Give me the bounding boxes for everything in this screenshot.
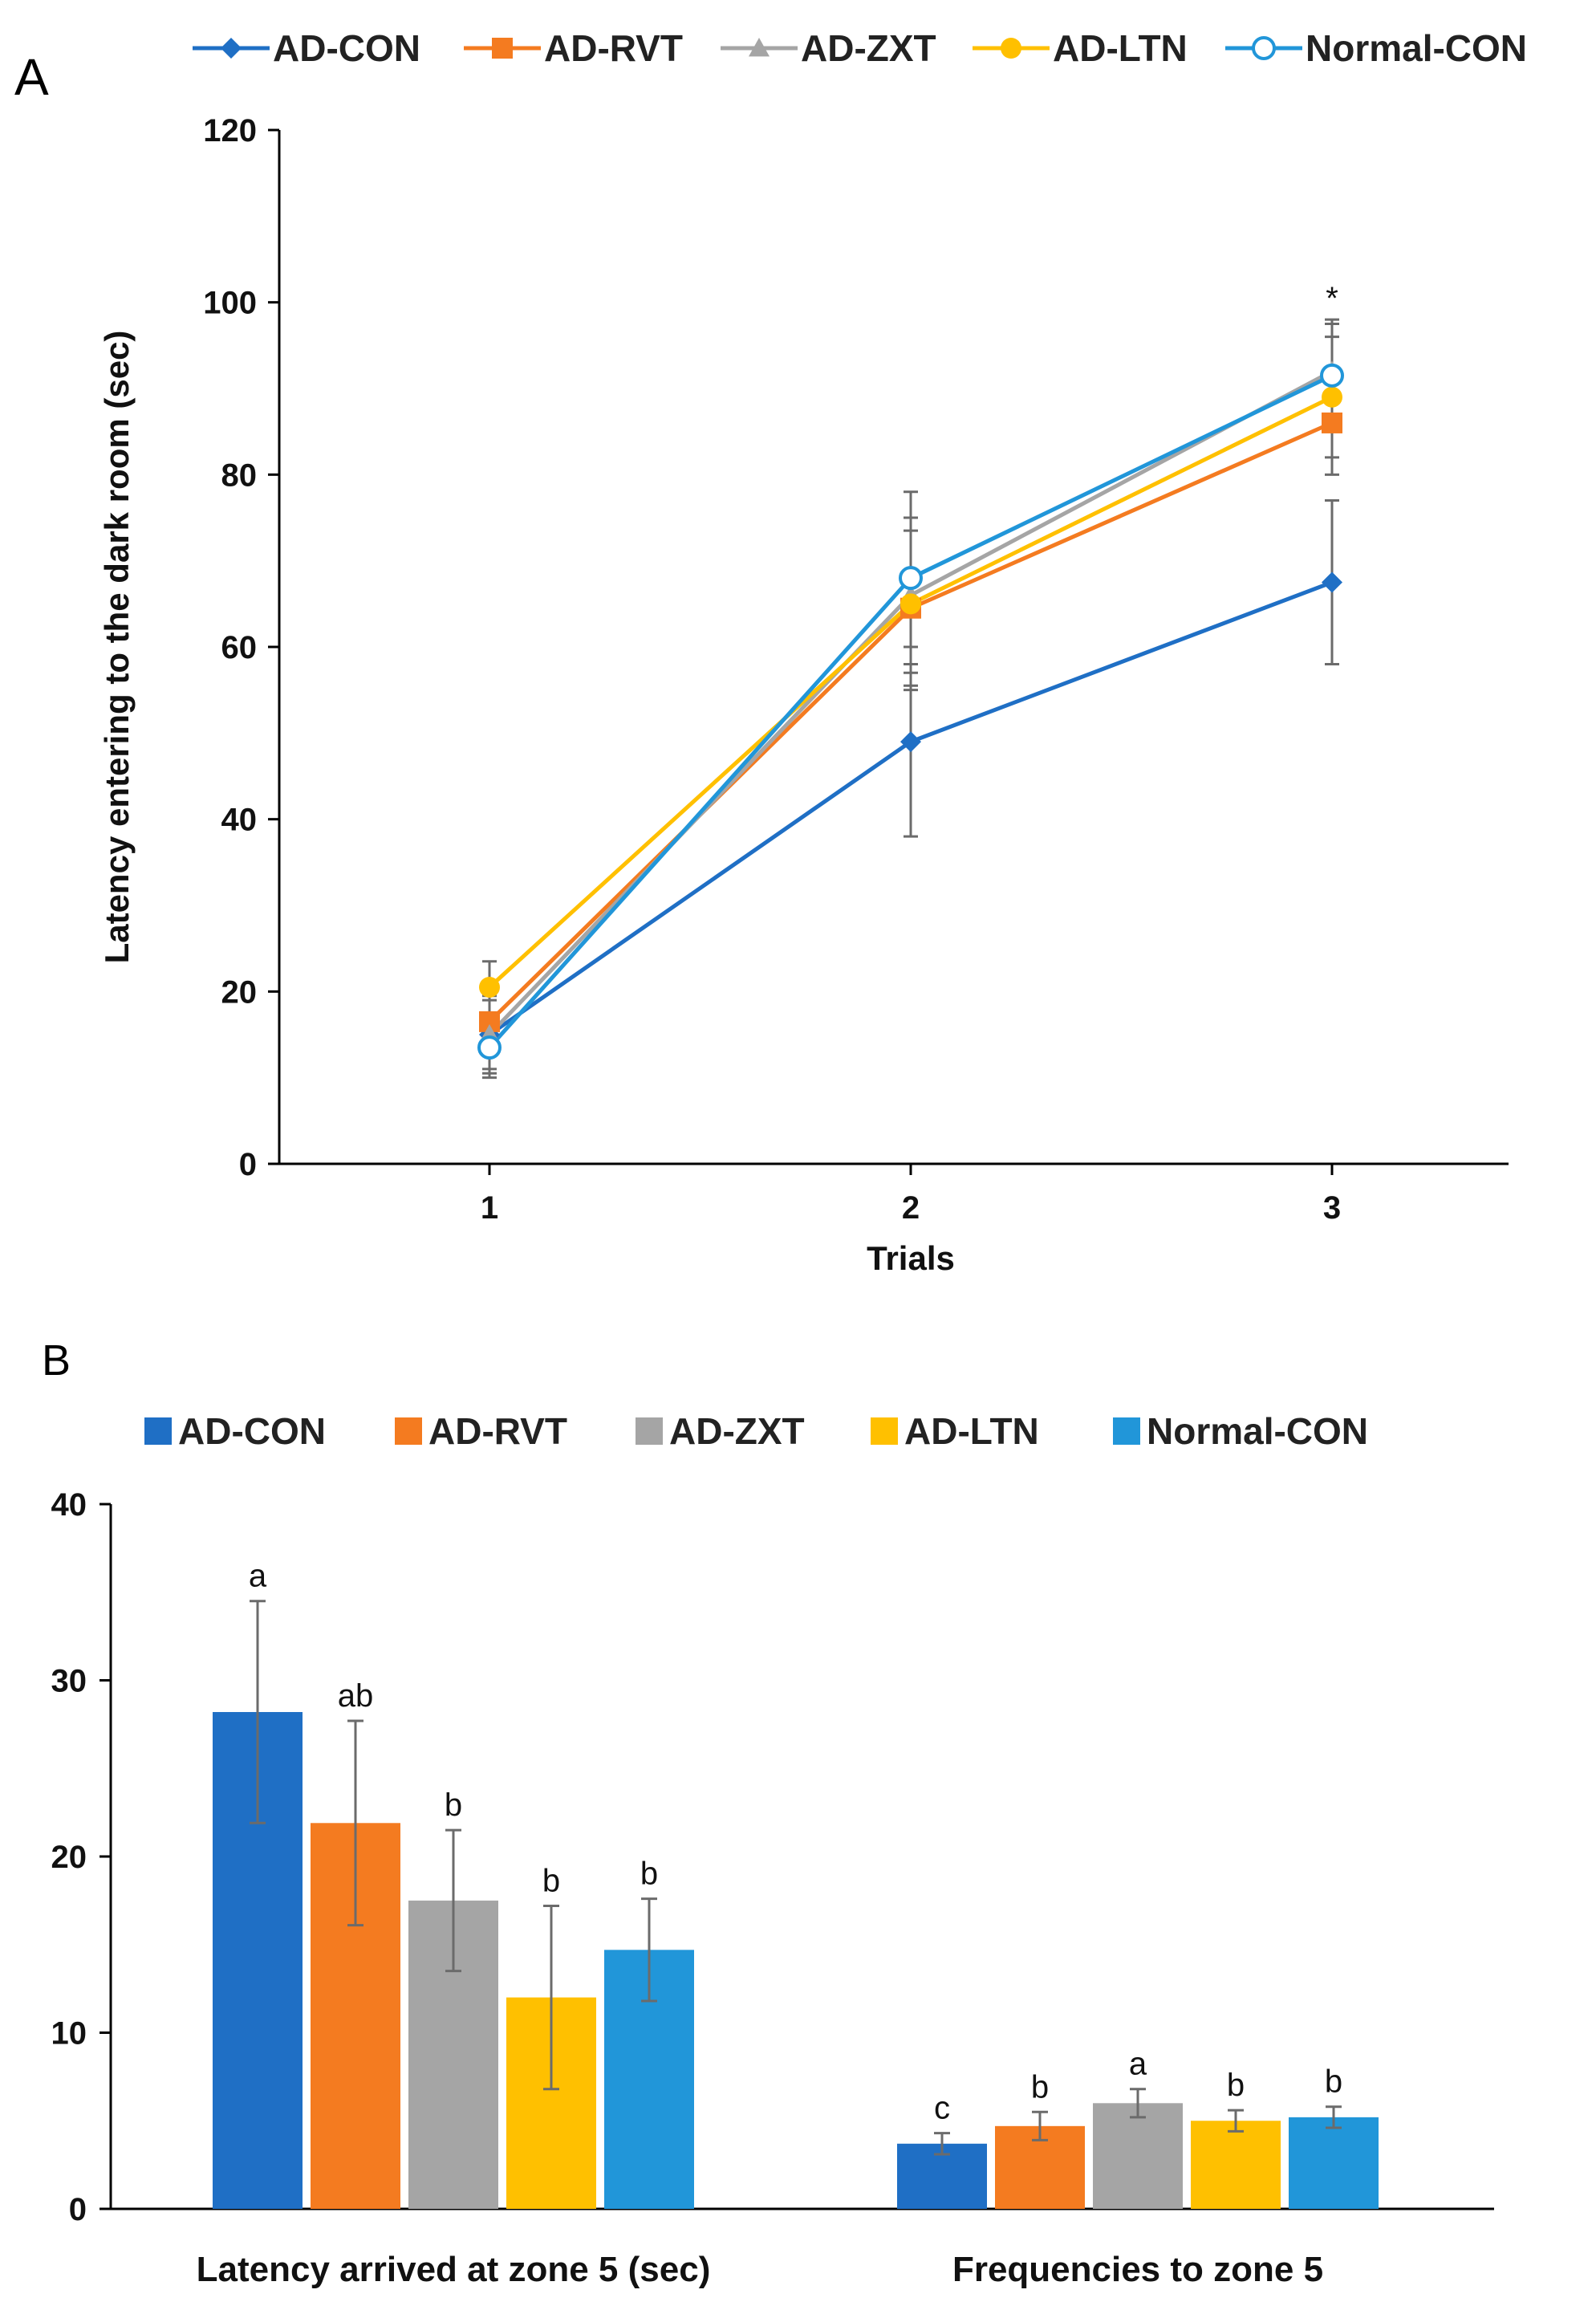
panel-a-point-ad-con (1322, 571, 1342, 593)
panel-b-significance-label: b (640, 1857, 658, 1892)
panel-a-x-tick-label: 3 (1323, 1190, 1341, 1226)
panel-b-bar-ad-zxt (1093, 2103, 1183, 2209)
panel-b-axes: 0 10 20 30 40 Latency arrived at zone 5 (sec)… (51, 1487, 1494, 2289)
panel-a-y-tick-label: 80 (221, 458, 258, 493)
panel-b-significance-label: ab (338, 1678, 374, 1714)
panel-b-significance-label: b (542, 1863, 560, 1898)
panel-b-legend-label-normal-con: Normal-CON (1147, 1410, 1368, 1452)
panel-b-legend-label-ad-con: AD-CON (178, 1410, 326, 1452)
panel-b-significance-label: b (1325, 2064, 1342, 2100)
panel-a-series (477, 318, 1344, 1080)
panel-b-legend-label-ad-rvt: AD-RVT (428, 1410, 567, 1452)
panel-b-significance-label: a (1129, 2047, 1147, 2082)
panel-a-y-axis-title: Latency entering to the dark room (sec) (98, 331, 136, 964)
panel-a-legend-label-ad-zxt: AD-ZXT (801, 27, 936, 69)
panel-a-legend-marker-ad-zxt (749, 38, 770, 57)
panel-b-letter: B (42, 1336, 71, 1385)
panel-b-legend-swatch-ad-ltn (871, 1417, 898, 1445)
panel-b-legend-swatch-ad-rvt (395, 1417, 422, 1445)
panel-b-y-tick-label: 0 (69, 2192, 87, 2227)
panel-a-legend-label-ad-ltn: AD-LTN (1053, 27, 1188, 69)
panel-b-significance-label: b (1227, 2068, 1245, 2103)
panel-a-y-tick-label: 20 (221, 974, 258, 1010)
panel-a-point-ad-ltn (900, 593, 921, 615)
panel-a-point-normal-con (477, 1035, 502, 1060)
panel-b-significance-label: b (445, 1787, 462, 1823)
panel-a-y-tick-label: 0 (239, 1147, 257, 1182)
panel-b-legend-swatch-ad-con (144, 1417, 172, 1445)
panel-b-bar-ad-ltn (1191, 2121, 1281, 2209)
panel-a-y-tick-label: 120 (203, 113, 257, 148)
panel-a-point-ad-rvt (1322, 412, 1342, 433)
panel-a-axes: 0 20 40 60 80 100 120 1 2 3 (203, 113, 1509, 1226)
panel-a-line-chart: A AD-CON AD-RVT AD-ZXT AD-LTN Normal-CON 0 20… (14, 27, 1527, 1277)
panel-b-legend-label-ad-ltn: AD-LTN (904, 1410, 1039, 1452)
panel-a-point-ad-ltn (1322, 386, 1342, 408)
panel-a-legend-label-normal-con: Normal-CON (1306, 27, 1527, 69)
panel-a-legend-label-ad-rvt: AD-RVT (544, 27, 683, 69)
panel-b-category-label: Latency arrived at zone 5 (sec) (197, 2250, 711, 2289)
panel-b-y-tick-label: 10 (51, 2016, 87, 2052)
panel-b-legend-label-ad-zxt: AD-ZXT (669, 1410, 805, 1452)
panel-b-category-label: Frequencies to zone 5 (952, 2250, 1323, 2289)
panel-a-legend: AD-CON AD-RVT AD-ZXT AD-LTN Normal-CON (193, 27, 1527, 69)
panel-b-significance-label: c (934, 2091, 950, 2126)
panel-b-bar-chart: B AD-CON AD-RVT AD-ZXT AD-LTN Normal-CON 0 10… (42, 1336, 1494, 2289)
panel-a-significance-annotation: * (1326, 281, 1338, 316)
panel-a-letter: A (14, 48, 49, 106)
panel-a-y-tick-label: 60 (221, 630, 258, 665)
panel-b-significance-label: a (249, 1559, 267, 1594)
panel-b-legend-swatch-normal-con (1113, 1417, 1140, 1445)
panel-a-y-tick-label: 40 (221, 803, 258, 838)
panel-a-y-tick-label: 100 (203, 286, 257, 321)
panel-b-bar-normal-con (1289, 2117, 1379, 2209)
panel-b-legend-swatch-ad-zxt (636, 1417, 663, 1445)
panel-a-point-normal-con (899, 566, 923, 591)
panel-a-point-normal-con (1320, 363, 1344, 388)
panel-b-y-tick-label: 20 (51, 1840, 87, 1875)
panel-a-point-ad-ltn (479, 976, 500, 998)
panel-b-significance-label: b (1031, 2069, 1049, 2105)
panel-a-legend-label-ad-con: AD-CON (273, 27, 420, 69)
panel-a-legend-marker-ad-rvt (492, 38, 513, 59)
panel-b-y-tick-label: 40 (51, 1487, 87, 1523)
panel-a-x-axis-title: Trials (867, 1239, 955, 1277)
panel-a-point-ad-con (900, 731, 921, 753)
panel-b-y-tick-label: 30 (51, 1664, 87, 1699)
panel-a-x-tick-label: 1 (481, 1190, 498, 1226)
panel-a-legend-marker-ad-con (221, 38, 242, 59)
panel-a-x-tick-label: 2 (902, 1190, 920, 1226)
panel-b-legend: AD-CON AD-RVT AD-ZXT AD-LTN Normal-CON (144, 1410, 1368, 1452)
panel-a-legend-marker-ad-ltn (1001, 38, 1021, 59)
panel-a-legend-marker-normal-con (1252, 36, 1276, 60)
